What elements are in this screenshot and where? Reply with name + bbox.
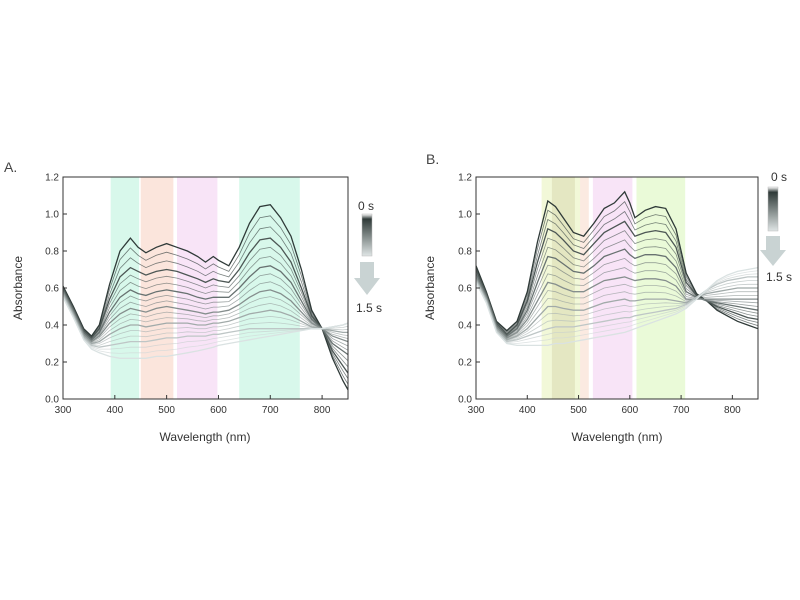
panel-b-x-ticks: 300 400 500 600 700 800 [468,395,741,416]
panel-a-series-line [62,295,349,348]
panel-b-series-line [475,248,759,337]
panel-b: B. 300 400 500 600 700 800 0.0 0.2 0.4 0.6 0.8 1.0… [423,151,792,444]
panel-b-x-tick-label: 500 [570,405,587,416]
panel-a-y-ticks: 0.0 0.2 0.4 0.6 0.8 1.0 1.2 [45,173,67,406]
panel-b-series-fill-line [475,279,758,341]
panel-b-highlight-band [580,177,589,399]
panel-b-label: B. [426,151,439,167]
panel-a-y-tick-label: 1.0 [45,210,59,221]
panel-a-time-arrow-icon [354,262,380,295]
panel-a-series-line [62,237,349,374]
panel-a-highlight-band [177,177,218,399]
panel-a-time-start-label: 0 s [358,199,374,213]
panel-b-time-start-label: 0 s [771,170,787,184]
panel-b-y-ticks: 0.0 0.2 0.4 0.6 0.8 1.0 1.2 [458,173,480,406]
panel-a-series-line [62,297,349,359]
panel-a-series-fill-line [62,256,349,362]
panel-a-series-fill-line [62,294,349,345]
panel-a-highlight-band [140,177,174,399]
panel-a-y-axis-title: Absorbance [11,256,25,320]
panel-b-series [475,190,759,347]
panel-a-y-tick-label: 0.0 [45,395,59,406]
panel-b-y-tick-label: 0.6 [458,284,472,295]
panel-b-y-tick-label: 0.2 [458,358,472,369]
panel-b-time-gradient-bar [767,186,779,232]
panel-a: A. 300 400 500 600 700 800 0.0 0.2 0.4 0.6 0.8 1.0… [4,159,382,444]
panel-a-series-line [62,293,348,345]
panel-b-highlight-band [592,177,633,399]
panel-a-series-fill-line [62,215,349,385]
panel-a-x-tick-label: 600 [210,405,227,416]
panel-a-series-line [62,203,349,391]
panel-b-x-tick-label: 600 [621,405,638,416]
panel-a-series-fill-line [62,273,349,351]
panel-a-y-tick-label: 0.8 [45,247,59,258]
panel-b-x-tick-label: 700 [673,405,690,416]
panel-a-series [62,203,349,391]
panel-b-x-tick-label: 300 [468,405,485,416]
panel-a-x-tick-label: 700 [262,405,279,416]
panel-b-y-tick-label: 0.0 [458,395,472,406]
panel-b-series-fill-line [475,277,758,340]
panel-a-series-fill-line [62,294,349,346]
panel-b-y-tick-label: 0.8 [458,247,472,258]
panel-b-y-tick-label: 0.4 [458,321,472,332]
panel-a-x-tick-label: 800 [314,405,331,416]
panel-b-y-tick-label: 1.2 [458,173,472,184]
panel-a-series-fill-line [62,246,349,368]
panel-a-series-line [62,289,349,343]
panel-a-x-axis-title: Wavelength (nm) [160,430,251,444]
panel-a-time-end-label: 1.5 s [356,301,382,315]
panel-b-series-fill-line [475,277,758,340]
panel-b-series-fill-line [475,279,758,342]
panel-b-y-tick-label: 1.0 [458,210,472,221]
panel-b-time-arrow-icon [760,236,786,266]
panel-b-x-axis-title: Wavelength (nm) [572,430,663,444]
panel-a-series-fill-line [62,292,349,343]
panel-a-series-line [62,265,349,356]
panel-a-y-tick-label: 0.4 [45,321,59,332]
panel-a-y-tick-label: 0.6 [45,284,59,295]
panel-b-y-axis-title: Absorbance [423,256,437,320]
panel-b-series-fill-line [475,267,759,338]
panel-a-x-tick-label: 400 [106,405,123,416]
panel-b-series-fill-line [475,257,759,338]
panel-b-time-end-label: 1.5 s [766,270,792,284]
panel-b-series-line [475,266,759,347]
panel-a-series-fill-line [62,292,349,344]
panel-a-x-tick-label: 300 [55,405,72,416]
panel-a-series-fill-line [62,296,349,354]
panel-a-y-tick-label: 1.2 [45,173,59,184]
panel-a-series-fill-line [62,281,349,347]
panel-a-label: A. [4,159,17,175]
panel-a-time-gradient-bar [361,213,373,257]
panel-a-highlight-band [239,177,300,399]
panel-a-y-tick-label: 0.2 [45,358,59,369]
panel-b-series-line [475,278,758,341]
panel-b-x-tick-label: 400 [519,405,536,416]
panel-a-bands [110,177,300,399]
panel-b-series-line [475,276,758,339]
panel-b-x-tick-label: 800 [724,405,741,416]
panel-a-series-fill-line [62,226,349,379]
panel-a-x-ticks: 300 400 500 600 700 800 [55,395,331,416]
panel-a-x-tick-label: 500 [158,405,175,416]
